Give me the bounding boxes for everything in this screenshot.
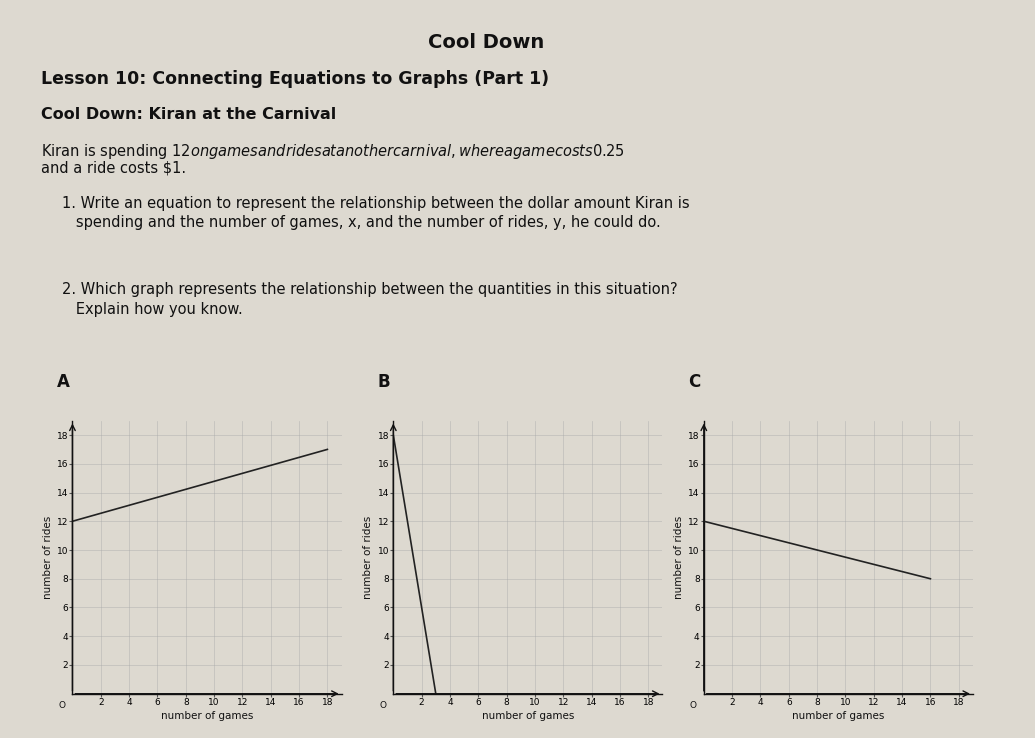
X-axis label: number of games: number of games: [792, 711, 885, 721]
Y-axis label: number of rides: number of rides: [674, 516, 684, 599]
Text: Cool Down: Kiran at the Carnival: Cool Down: Kiran at the Carnival: [41, 107, 336, 122]
Text: O: O: [689, 701, 697, 710]
Text: spending and the number of games, x, and the number of rides, y, he could do.: spending and the number of games, x, and…: [62, 215, 661, 230]
X-axis label: number of games: number of games: [160, 711, 254, 721]
Text: C: C: [688, 373, 701, 391]
Text: O: O: [379, 701, 386, 710]
Text: A: A: [57, 373, 69, 391]
Text: O: O: [58, 701, 65, 710]
Text: B: B: [378, 373, 390, 391]
Text: Explain how you know.: Explain how you know.: [62, 302, 243, 317]
Text: and a ride costs $1.: and a ride costs $1.: [41, 161, 186, 176]
Text: Kiran is spending $12 on games and rides at another carnival, where a game costs: Kiran is spending $12 on games and rides…: [41, 142, 625, 161]
Text: 2. Which graph represents the relationship between the quantities in this situat: 2. Which graph represents the relationsh…: [62, 282, 678, 297]
Y-axis label: number of rides: number of rides: [363, 516, 374, 599]
Y-axis label: number of rides: number of rides: [42, 516, 53, 599]
X-axis label: number of games: number of games: [481, 711, 574, 721]
Text: Lesson 10: Connecting Equations to Graphs (Part 1): Lesson 10: Connecting Equations to Graph…: [41, 70, 550, 88]
Text: Cool Down: Cool Down: [428, 33, 544, 52]
Text: 1. Write an equation to represent the relationship between the dollar amount Kir: 1. Write an equation to represent the re…: [62, 196, 689, 210]
